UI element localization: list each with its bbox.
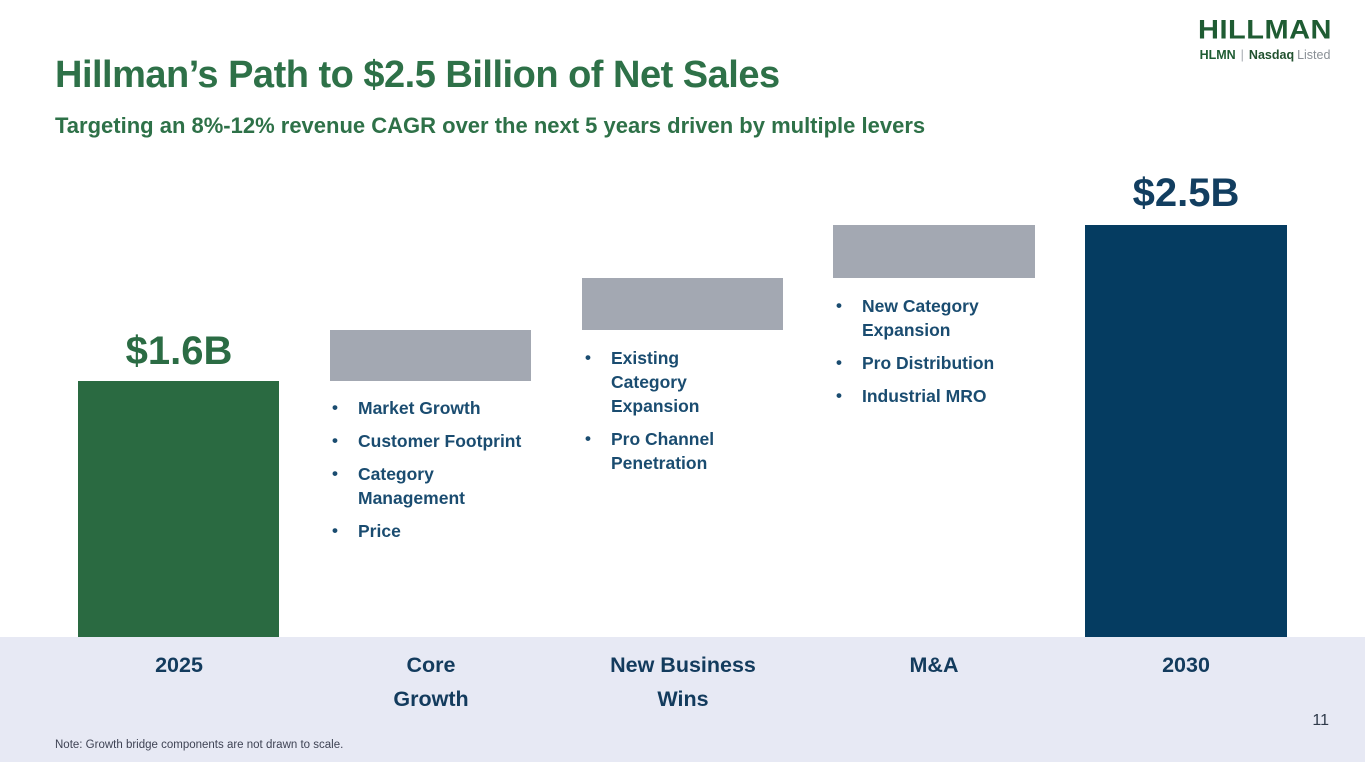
bar-2025-total xyxy=(78,381,279,637)
bullet-item: Category Management xyxy=(332,462,567,510)
bullet-item: Industrial MRO xyxy=(836,384,1071,408)
bar-ma-increment xyxy=(833,225,1035,278)
bullet-text: Customer Footprint xyxy=(358,431,522,451)
bullet-item: Price xyxy=(332,519,567,543)
page-subtitle: Targeting an 8%-12% revenue CAGR over th… xyxy=(55,113,926,138)
bullet-text: Price xyxy=(358,521,401,541)
bullet-item: Existing Category Expansion xyxy=(585,346,805,418)
bullet-text: Pro Distribution xyxy=(862,353,995,373)
axis-label-new-business-wins: New Business Wins xyxy=(610,653,756,711)
bar-2030-total xyxy=(1085,225,1287,637)
bullet-text: Pro Channel Penetration xyxy=(611,429,715,473)
bullet-item: Market Growth xyxy=(332,396,567,420)
page-title: Hillman’s Path to $2.5 Billion of Net Sa… xyxy=(55,54,780,96)
bullet-text: Category Management xyxy=(358,464,465,508)
axis-label-2025: 2025 xyxy=(155,653,203,677)
footnote: Note: Growth bridge components are not d… xyxy=(55,739,344,751)
bar-core-growth-increment xyxy=(330,330,531,381)
axis-label-core-growth: Core Growth xyxy=(393,653,469,711)
bullet-text: New Category Expansion xyxy=(862,296,979,340)
nasdaq-label: Nasdaq xyxy=(1248,48,1295,62)
ticker-symbol: HLMN xyxy=(1199,48,1236,62)
bullet-item: Pro Distribution xyxy=(836,351,1071,375)
bullet-text: Industrial MRO xyxy=(862,386,987,406)
hillman-wordmark: HILLMAN xyxy=(1198,15,1332,45)
bullet-item: New Category Expansion xyxy=(836,294,1071,342)
hillman-logo: HILLMAN HLMN | Nasdaq Listed xyxy=(1198,16,1332,62)
nasdaq-listing: HLMN | Nasdaq Listed xyxy=(1198,48,1332,62)
bullet-item: Customer Footprint xyxy=(332,429,567,453)
bullet-list-core-growth: Market Growth Customer Footprint Categor… xyxy=(332,396,567,543)
value-label-2030: $2.5B xyxy=(1132,171,1240,215)
axis-label-ma: M&A xyxy=(909,653,959,677)
page-number: 11 xyxy=(1312,712,1329,729)
bullet-text: Existing Category Expansion xyxy=(611,348,700,416)
bullet-list-new-business-wins: Existing Category Expansion Pro Channel … xyxy=(585,346,805,475)
bullet-list-ma: New Category Expansion Pro Distribution … xyxy=(836,294,1071,408)
separator-bar: | xyxy=(1240,48,1244,62)
value-label-2025: $1.6B xyxy=(125,329,233,373)
category-axis-strip xyxy=(0,637,1365,762)
bullet-item: Pro Channel Penetration xyxy=(585,427,805,475)
bar-new-business-wins-increment xyxy=(582,278,783,330)
listed-label: Listed xyxy=(1297,48,1331,62)
bullet-text: Market Growth xyxy=(358,398,481,418)
axis-label-2030: 2030 xyxy=(1162,653,1210,677)
